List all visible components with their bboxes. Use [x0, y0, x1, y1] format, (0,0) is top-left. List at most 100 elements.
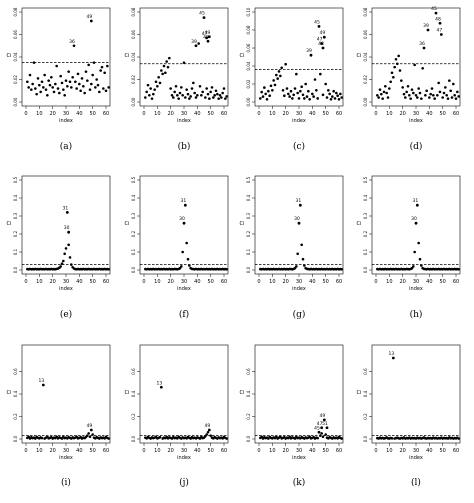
outlier-point [65, 211, 69, 214]
data-point [404, 96, 407, 99]
data-point [408, 93, 411, 97]
x-axis-label: index [59, 118, 73, 124]
data-point [54, 82, 57, 86]
data-point [96, 83, 100, 87]
y-tick-label: 0.08 [131, 7, 136, 16]
x-tick-label: 0 [374, 279, 377, 285]
x-axis-label: index [177, 118, 191, 124]
point-label: 45 [431, 6, 437, 12]
y-tick-label: 0.6 [246, 368, 251, 375]
data-point [95, 78, 98, 81]
x-tick-label: 20 [167, 448, 173, 454]
data-point [413, 63, 416, 67]
data-point [168, 56, 171, 60]
y-tick-label: 0.4 [246, 194, 251, 201]
data-point [67, 243, 70, 247]
point-label: 49 [319, 413, 325, 419]
point-label: 39 [306, 48, 312, 54]
data-point [210, 86, 214, 89]
data-point [275, 435, 278, 439]
outlier-point [391, 356, 395, 360]
y-tick-label: 0.0 [363, 266, 368, 273]
data-point [450, 96, 454, 99]
x-tick-label: 0 [374, 111, 377, 117]
x-tick-label: 10 [154, 448, 160, 454]
data-point [177, 97, 180, 100]
point-label: 51 [322, 421, 328, 427]
y-axis-label: Ci [7, 221, 12, 227]
point-label: 36 [419, 41, 425, 47]
data-point [457, 267, 460, 271]
x-tick-label: 60 [453, 279, 459, 285]
data-point [425, 89, 428, 93]
x-tick-label: 20 [49, 448, 55, 454]
data-point [38, 83, 41, 87]
data-point [90, 82, 93, 86]
outlier-point [41, 383, 45, 387]
data-point [380, 92, 383, 96]
data-point [281, 89, 285, 92]
point-label: 47 [436, 28, 442, 34]
data-point [388, 87, 391, 90]
data-point [32, 61, 36, 64]
data-point [185, 241, 188, 245]
panel-caption: (k) [292, 478, 306, 488]
data-point [193, 91, 196, 95]
point-label: 49 [204, 30, 210, 36]
data-point [293, 87, 297, 90]
data-point [79, 89, 82, 93]
data-point [26, 80, 29, 84]
data-point [299, 89, 302, 93]
data-point [216, 92, 219, 96]
data-point [392, 75, 395, 79]
data-point [384, 84, 387, 88]
data-point [48, 83, 52, 87]
data-point [413, 250, 416, 254]
data-point [396, 62, 399, 66]
data-point [417, 241, 420, 245]
outlier-point [439, 33, 443, 36]
data-point [307, 89, 310, 93]
data-point [283, 94, 286, 97]
outlier-point [422, 46, 426, 50]
panel-caption: (g) [292, 310, 306, 320]
data-point [206, 430, 210, 434]
panel-caption: (f) [178, 310, 190, 320]
y-tick-label: 0.6 [13, 368, 18, 375]
x-tick-label: 40 [309, 111, 315, 117]
data-point [74, 80, 77, 84]
data-point [418, 257, 422, 261]
data-point [91, 433, 94, 436]
data-point [428, 96, 431, 99]
data-point [452, 82, 455, 86]
point-label: 49 [204, 423, 210, 429]
x-axis-label: index [292, 455, 306, 461]
x-axis-label: index [292, 286, 306, 292]
outlier-point [183, 203, 187, 207]
y-tick-label: 0.3 [131, 212, 136, 219]
point-label: 13 [156, 380, 162, 386]
y-tick-label: 0.00 [246, 97, 251, 106]
data-point [313, 78, 317, 81]
point-label: 31 [295, 198, 301, 204]
data-point [260, 90, 263, 94]
outlier-point [317, 25, 321, 28]
y-tick-label: 0.02 [246, 79, 251, 88]
data-point [27, 86, 30, 89]
data-point [94, 86, 97, 89]
outlier-point [205, 36, 209, 40]
data-point [378, 88, 382, 91]
x-tick-label: 20 [399, 111, 405, 117]
data-point [178, 91, 182, 95]
data-point [268, 94, 271, 97]
y-tick-label: 0.08 [363, 7, 368, 16]
point-label: 30 [294, 216, 300, 222]
data-point [165, 60, 168, 63]
data-point [321, 93, 325, 97]
data-point [277, 70, 281, 73]
y-tick-label: 0.2 [246, 230, 251, 237]
data-point [333, 97, 337, 100]
data-point [178, 266, 182, 270]
data-point [221, 91, 224, 95]
